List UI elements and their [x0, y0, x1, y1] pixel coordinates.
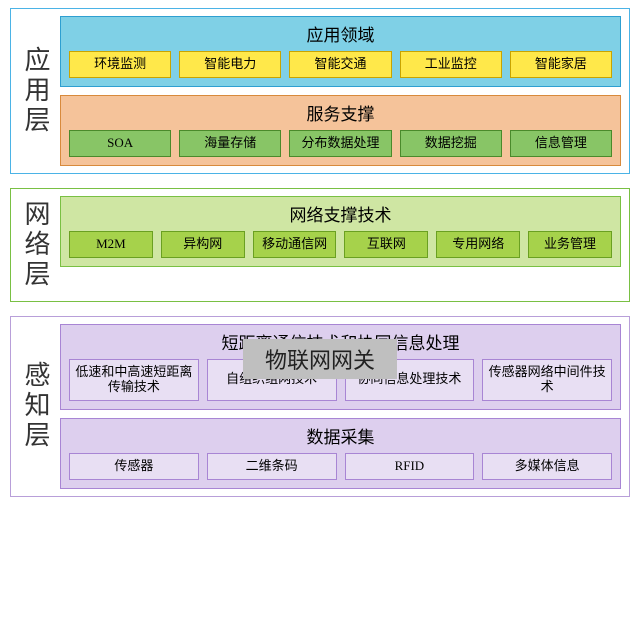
- layer-net-section-0-row: M2M 异构网移动通信网互联网专用网络业务管理: [69, 231, 612, 258]
- layer-app-section-1-title: 服务支撑: [69, 100, 612, 125]
- layer-per-section-0-item-3: 传感器网络中间件技术: [482, 359, 612, 401]
- layer-app-section-0-item-3: 工业监控: [400, 51, 502, 78]
- gateway-box: 物联网网关: [243, 339, 397, 379]
- layer-net-section-0-item-0: M2M: [69, 231, 153, 258]
- layer-app-section-1-row: SOA 海量存储分布数据处理数据挖掘信息管理: [69, 130, 612, 157]
- layer-app-section-1-item-3: 数据挖掘: [400, 130, 502, 157]
- layer-app-section-0-item-4: 智能家居: [510, 51, 612, 78]
- layer-app-section-1-item-1: 海量存储: [179, 130, 281, 157]
- layer-app-section-1: 服务支撑 SOA 海量存储分布数据处理数据挖掘信息管理: [60, 95, 621, 166]
- layer-net-body: 网络支撑技术 M2M 异构网移动通信网互联网专用网络业务管理: [60, 196, 621, 294]
- layer-per-section-1-item-0: 传感器: [69, 453, 199, 480]
- layer-per-section-1-item-1: 二维条码: [207, 453, 337, 480]
- layer-net-section-0-item-3: 互联网: [344, 231, 428, 258]
- layer-net: 网络层网络支撑技术 M2M 异构网移动通信网互联网专用网络业务管理: [10, 188, 630, 302]
- layer-net-section-0-item-2: 移动通信网: [253, 231, 337, 258]
- layer-app-section-1-item-0: SOA: [69, 130, 171, 157]
- layer-net-section-0-item-5: 业务管理: [528, 231, 612, 258]
- layer-net-section-0-title: 网络支撑技术: [69, 201, 612, 226]
- layer-per-section-1-title: 数据采集: [69, 423, 612, 448]
- layer-app-section-1-item-2: 分布数据处理: [289, 130, 391, 157]
- layer-net-section-0-item-1: 异构网: [161, 231, 245, 258]
- layer-app-section-0: 应用领域环境监测智能电力智能交通工业监控智能家居: [60, 16, 621, 87]
- layer-app-section-0-title: 应用领域: [69, 21, 612, 46]
- layer-app-section-0-item-0: 环境监测: [69, 51, 171, 78]
- layer-app-section-0-row: 环境监测智能电力智能交通工业监控智能家居: [69, 51, 612, 78]
- layer-app-body: 应用领域环境监测智能电力智能交通工业监控智能家居服务支撑SOA海量存储分布数据处…: [60, 16, 621, 166]
- layer-per-label: 感知层: [15, 324, 60, 489]
- layer-net-label: 网络层: [15, 196, 60, 294]
- layer-per-section-1: 数据采集传感器二维条码 RFID 多媒体信息: [60, 418, 621, 489]
- layer-app-section-0-item-2: 智能交通: [289, 51, 391, 78]
- layer-app-section-0-item-1: 智能电力: [179, 51, 281, 78]
- layer-per-section-1-item-3: 多媒体信息: [482, 453, 612, 480]
- layer-app-section-1-item-4: 信息管理: [510, 130, 612, 157]
- layer-net-section-0-item-4: 专用网络: [436, 231, 520, 258]
- layer-app: 应用层应用领域环境监测智能电力智能交通工业监控智能家居服务支撑SOA海量存储分布…: [10, 8, 630, 174]
- layer-per-section-1-item-2: RFID: [345, 453, 475, 480]
- layer-app-label: 应用层: [15, 16, 60, 166]
- layer-per-section-0-item-0: 低速和中高速短距离传输技术: [69, 359, 199, 401]
- layer-per-section-1-row: 传感器二维条码 RFID 多媒体信息: [69, 453, 612, 480]
- layer-net-section-0: 网络支撑技术 M2M 异构网移动通信网互联网专用网络业务管理: [60, 196, 621, 267]
